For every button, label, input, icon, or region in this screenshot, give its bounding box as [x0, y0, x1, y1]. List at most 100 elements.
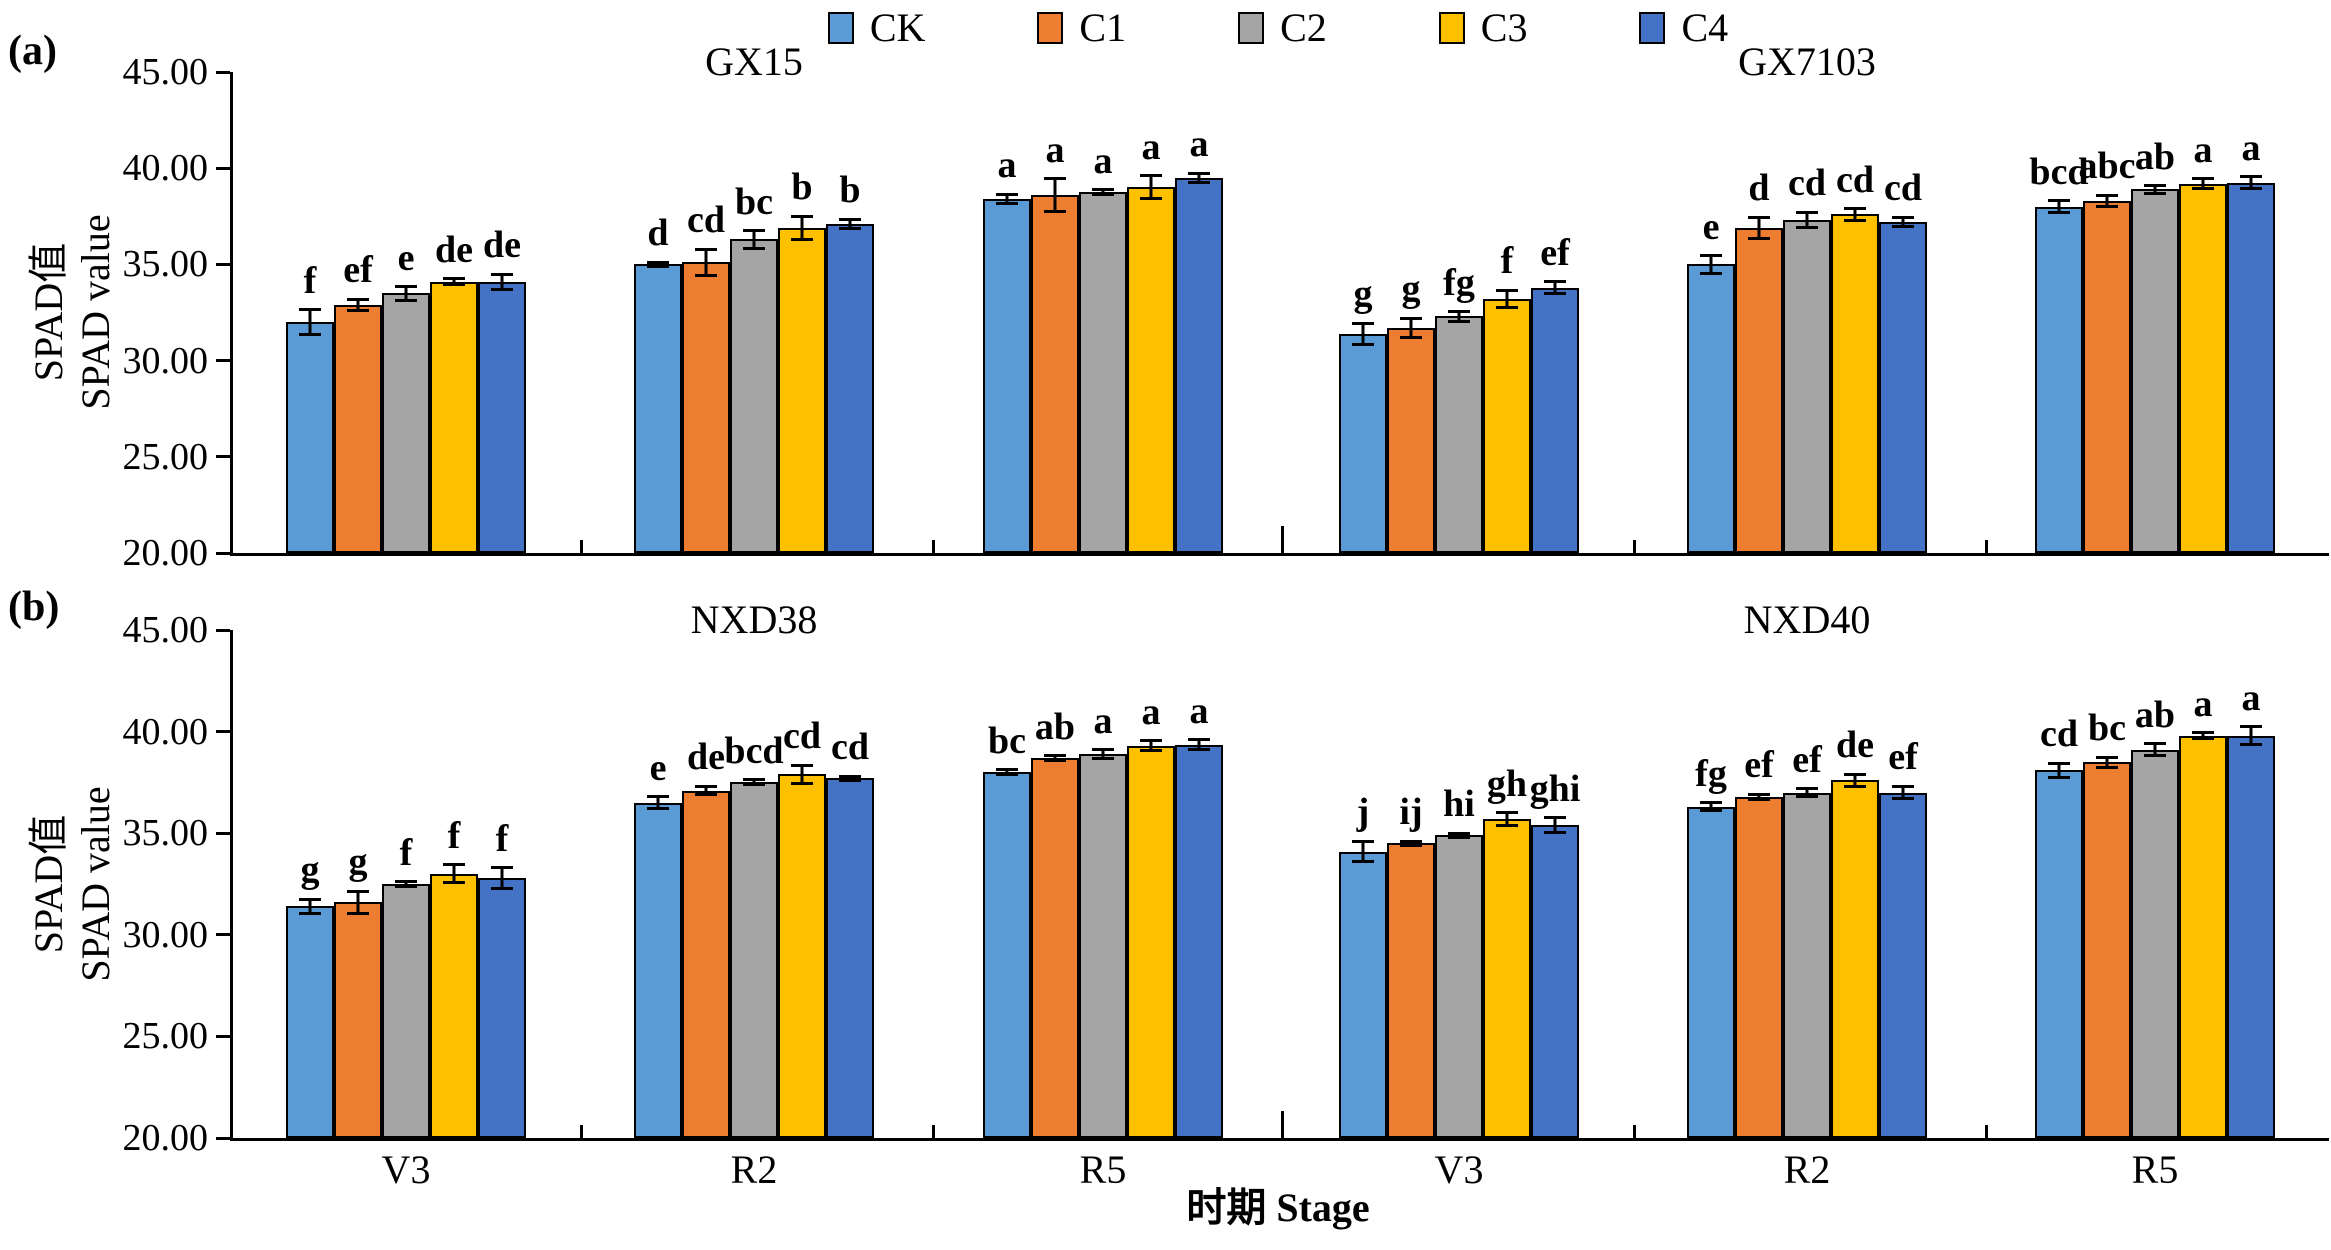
error-bar — [1149, 175, 1153, 199]
legend-label: C2 — [1280, 5, 1327, 50]
error-bar — [1901, 217, 1905, 227]
error-bar — [656, 262, 660, 267]
legend-item-C4: C4 — [1639, 8, 1728, 48]
legend-swatch-icon — [1037, 12, 1064, 44]
error-bar-top-cap — [839, 774, 861, 778]
bar-GX7103-V3-C2 — [1435, 316, 1483, 553]
error-bar — [848, 219, 852, 229]
error-bar-bottom-cap — [299, 333, 321, 337]
y-axis-tick — [216, 1034, 230, 1038]
significance-letter: a — [1141, 125, 1161, 168]
bar-GX15-V3-C2 — [382, 293, 430, 553]
error-bar — [2153, 185, 2157, 194]
error-bar-bottom-cap — [996, 773, 1018, 777]
error-bar-bottom-cap — [1188, 181, 1210, 185]
significance-letter: cd — [1788, 162, 1826, 205]
significance-letter: a — [1189, 689, 1209, 732]
error-bar-bottom-cap — [1044, 758, 1066, 762]
error-bar-bottom-cap — [839, 778, 861, 782]
significance-letter: f — [303, 259, 317, 302]
significance-letter: cd — [831, 726, 869, 769]
significance-letter: ef — [1540, 231, 1570, 274]
bar-GX15-R5-C3 — [1127, 187, 1175, 553]
significance-letter: g — [1353, 273, 1373, 316]
bar-GX15-V3-C4 — [478, 281, 526, 553]
significance-letter: j — [1356, 791, 1370, 834]
y-axis-tick — [216, 70, 230, 74]
significance-letter: b — [791, 166, 813, 209]
error-bar-top-cap — [2240, 175, 2262, 179]
error-bar-bottom-cap — [1092, 756, 1114, 760]
subpanel-title-NXD38: NXD38 — [690, 597, 818, 642]
error-bar-top-cap — [299, 897, 321, 901]
error-bar — [1101, 749, 1105, 759]
bar-NXD40-R2-C1 — [1735, 796, 1783, 1138]
error-bar-top-cap — [1796, 787, 1818, 790]
bar-NXD38-V3-CK — [286, 906, 334, 1138]
bar-NXD38-R2-C2 — [730, 782, 778, 1138]
bar-NXD40-V3-C4 — [1531, 825, 1579, 1138]
significance-letter: cd — [2040, 713, 2078, 756]
x-axis-group-tick — [932, 1125, 935, 1138]
error-bar-top-cap — [1844, 207, 1866, 211]
error-bar-top-cap — [1700, 801, 1722, 805]
error-bar — [356, 891, 360, 914]
error-bar-top-cap — [1496, 811, 1518, 815]
error-bar-top-cap — [395, 880, 417, 884]
error-bar-bottom-cap — [1796, 795, 1818, 799]
x-axis-group-tick — [1281, 526, 1284, 553]
error-bar — [1361, 323, 1365, 345]
y-axis-tick — [216, 262, 230, 266]
significance-letter: f — [447, 814, 461, 857]
error-bar-top-cap — [491, 866, 513, 870]
bar-GX7103-V3-C4 — [1531, 287, 1579, 553]
significance-letter: e — [649, 746, 667, 789]
legend-item-C1: C1 — [1037, 8, 1126, 48]
error-bar — [1005, 769, 1009, 775]
panel-a-label: (a) — [8, 28, 57, 74]
bar-NXD40-V3-C3 — [1483, 818, 1531, 1138]
panel-a-plot: 20.00 25.00 30.00 35.00 40.00 45.00 GX15 f ef e de… — [123, 42, 2329, 572]
bar-GX7103-R5-C3 — [2179, 183, 2227, 553]
error-bar-bottom-cap — [1700, 271, 1722, 275]
error-bar-top-cap — [1448, 831, 1470, 835]
significance-letter: bc — [2088, 707, 2126, 749]
bar-GX15-R5-C2 — [1079, 192, 1127, 553]
error-bar — [452, 278, 456, 285]
y-axis-tick-label: 25.00 — [122, 435, 209, 478]
y-axis-tick — [216, 166, 230, 170]
panel-b-plot: 20.00 25.00 30.00 35.00 40.00 45.00 NXD38 g g f f f… — [123, 600, 2329, 1190]
error-bar-top-cap — [395, 285, 417, 289]
x-axis-title: 时期 Stage — [1186, 1185, 1370, 1230]
significance-letter: ij — [1399, 791, 1423, 834]
error-bar-bottom-cap — [347, 911, 369, 915]
x-axis-group-tick — [580, 540, 583, 553]
significance-letter: a — [2241, 676, 2261, 719]
bar-NXD40-R2-CK — [1687, 806, 1735, 1138]
legend-swatch-icon — [1438, 12, 1465, 44]
y-axis-title-panel-a: SPAD值 SPAD value — [25, 32, 119, 592]
legend-swatch-icon — [1238, 12, 1265, 44]
error-bar-bottom-cap — [1892, 797, 1914, 801]
y-axis-title-en: SPAD value — [73, 214, 118, 410]
error-bar-bottom-cap — [1844, 218, 1866, 222]
error-bar — [2057, 200, 2061, 213]
error-bar-bottom-cap — [1844, 784, 1866, 788]
error-bar — [1197, 739, 1201, 750]
error-bar — [800, 765, 804, 784]
error-bar-top-cap — [695, 247, 717, 251]
error-bar-top-cap — [647, 260, 669, 264]
significance-letter: g — [1401, 268, 1421, 311]
error-bar-top-cap — [1400, 316, 1422, 320]
error-bar — [1805, 212, 1809, 228]
error-bar-top-cap — [2096, 193, 2118, 197]
error-bar-bottom-cap — [1400, 336, 1422, 340]
error-bar-top-cap — [1092, 188, 1114, 192]
y-axis-tick-label: 35.00 — [122, 243, 209, 286]
error-bar-top-cap — [1544, 816, 1566, 820]
significance-letter: a — [2193, 128, 2213, 171]
error-bar — [308, 309, 312, 335]
error-bar — [1853, 208, 1857, 221]
y-axis-tick-label: 30.00 — [122, 913, 209, 956]
